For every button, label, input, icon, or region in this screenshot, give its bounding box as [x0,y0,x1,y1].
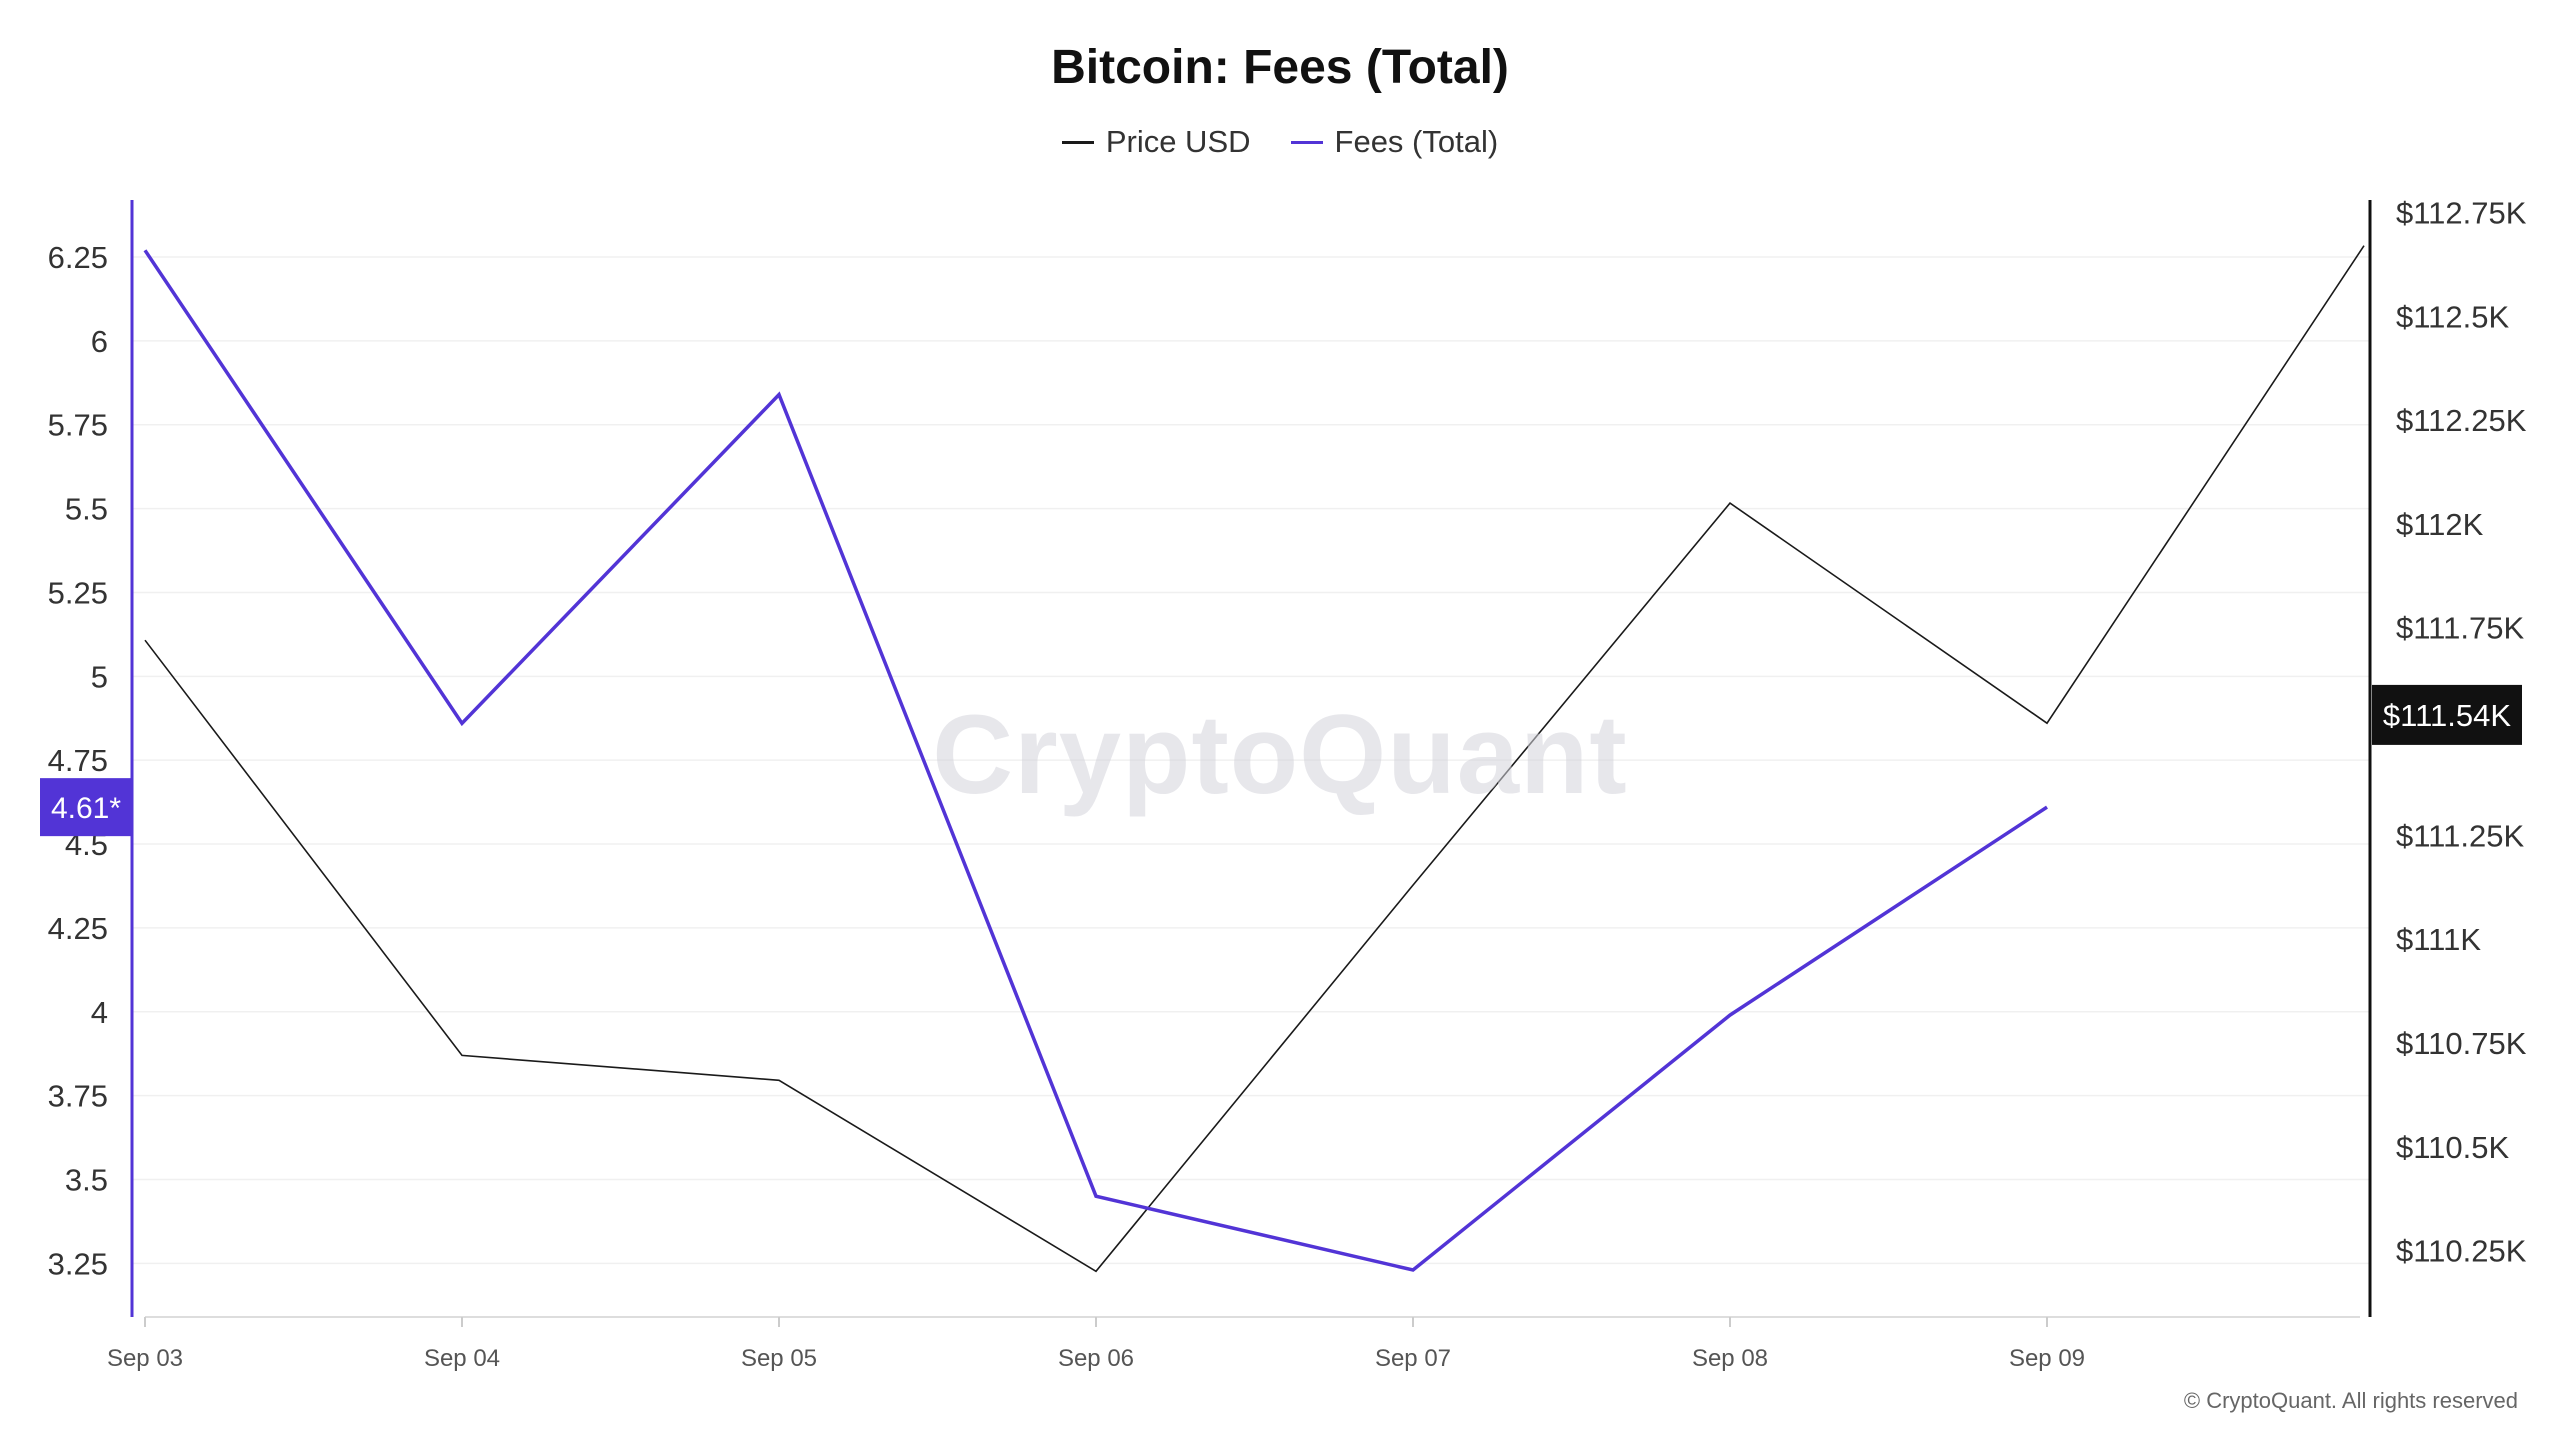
right-axis-tick-label: $112K [2396,507,2484,542]
left-axis-tick-label: 4.75 [48,743,108,778]
x-axis-tick-label: Sep 07 [1375,1345,1451,1372]
copyright-notice: © CryptoQuant. All rights reserved [2183,1388,2518,1413]
legend-swatch-price-usd [1061,140,1094,144]
left-axis-tick-label: 4 [91,995,108,1030]
left-axis-tick-label: 5 [91,659,108,694]
right-axis-tick-label: $111K [2396,922,2481,957]
legend-label-fees-total: Fees (Total) [1334,124,1499,159]
right-axis-tick-label: $110.75K [2396,1026,2527,1061]
x-axis-tick-label: Sep 05 [741,1345,817,1372]
left-value-marker-label: 4.61* [51,792,121,825]
left-axis-tick-label: 3.5 [65,1162,108,1197]
right-axis-tick-label: $110.5K [2396,1130,2510,1165]
left-axis-tick-label: 5.5 [65,492,108,527]
left-axis-tick-label: 6.25 [48,240,108,275]
left-axis-tick-label: 6 [91,324,108,359]
watermark: CryptoQuant [932,692,1628,817]
right-axis-tick-label: $112.25K [2396,403,2527,438]
right-axis-tick-label: $110.25K [2396,1234,2527,1269]
x-axis-tick-label: Sep 03 [107,1345,183,1372]
left-axis-tick-label: 5.25 [48,575,108,610]
x-axis-tick-label: Sep 04 [424,1345,500,1372]
right-axis-tick-label: $111.75K [2396,611,2524,646]
right-value-marker [2372,684,2522,745]
left-axis-tick-label: 5.75 [48,408,108,443]
right-axis-tick-label: $111.25K [2396,818,2524,853]
legend-swatch-fees-total [1290,140,1323,144]
left-axis-tick-label: 3.25 [48,1246,108,1281]
chart-title: Bitcoin: Fees (Total) [1051,41,1509,94]
right-value-marker-label: $111.54K [2383,698,2511,733]
x-axis-tick-label: Sep 06 [1058,1345,1134,1372]
right-axis-tick-label: $112.75K [2396,195,2527,230]
left-axis-tick-label: 4.25 [48,911,108,946]
x-axis-tick-label: Sep 08 [1692,1345,1768,1372]
legend-item-price-usd[interactable]: Price USD [1061,124,1251,160]
x-axis-tick-label: Sep 09 [2009,1345,2085,1372]
left-value-marker [40,778,132,837]
series-line-price-usd [144,245,2365,1273]
legend: Price USD Fees (Total) [0,124,2560,160]
left-axis-tick-label: 3.75 [48,1079,108,1114]
legend-label-price-usd: Price USD [1105,124,1251,159]
right-axis-tick-label: $112.5K [2396,299,2510,334]
legend-item-fees-total[interactable]: Fees (Total) [1290,124,1499,160]
